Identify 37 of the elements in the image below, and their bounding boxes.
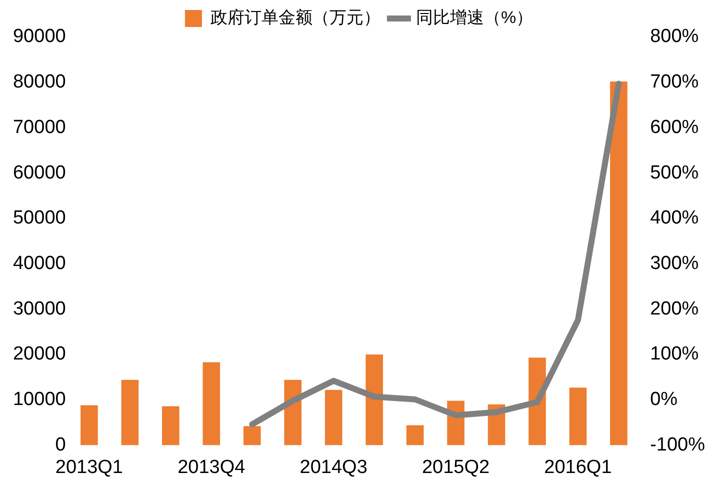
y2-tick-label: 700% xyxy=(650,72,699,93)
y-tick-label: 80000 xyxy=(12,72,66,93)
y2-tick-label: -100% xyxy=(650,434,706,456)
bar xyxy=(569,388,587,446)
x-tick-label: 2016Q1 xyxy=(544,456,612,478)
legend-label: 同比增速（%） xyxy=(416,8,534,28)
bar xyxy=(324,390,342,446)
y-tick-label: 30000 xyxy=(12,298,66,320)
bar xyxy=(121,380,139,446)
x-tick-label: 2014Q3 xyxy=(300,456,368,478)
y-tick-label: 10000 xyxy=(12,389,66,410)
x-tick-label: 2013Q4 xyxy=(178,456,246,478)
y-tick-label: 90000 xyxy=(12,26,66,48)
y2-tick-label: 500% xyxy=(650,162,699,184)
y-tick-label: 40000 xyxy=(12,253,66,274)
bar xyxy=(406,425,424,446)
y-tick-label: 50000 xyxy=(12,208,66,229)
x-tick-label: 2015Q2 xyxy=(422,456,490,478)
y2-tick-label: 100% xyxy=(650,344,699,365)
y2-tick-label: 0% xyxy=(650,389,678,410)
bar xyxy=(243,426,261,446)
y-tick-label: 70000 xyxy=(12,116,66,138)
y2-tick-label: 300% xyxy=(650,253,699,274)
y-tick-label: 20000 xyxy=(12,344,66,365)
y2-tick-label: 200% xyxy=(650,298,699,320)
bar xyxy=(610,81,628,446)
legend-label: 政府订单金额（万元） xyxy=(210,8,380,28)
bar xyxy=(366,354,383,446)
y2-tick-label: 600% xyxy=(650,116,699,138)
x-tick-label: 2013Q1 xyxy=(55,456,124,478)
y-tick-label: 0 xyxy=(55,434,66,456)
y2-tick-label: 800% xyxy=(650,26,699,48)
y-tick-label: 60000 xyxy=(12,162,66,184)
y2-tick-label: 400% xyxy=(650,208,699,229)
bar xyxy=(162,406,180,446)
bar xyxy=(202,362,220,446)
bar xyxy=(80,405,98,446)
